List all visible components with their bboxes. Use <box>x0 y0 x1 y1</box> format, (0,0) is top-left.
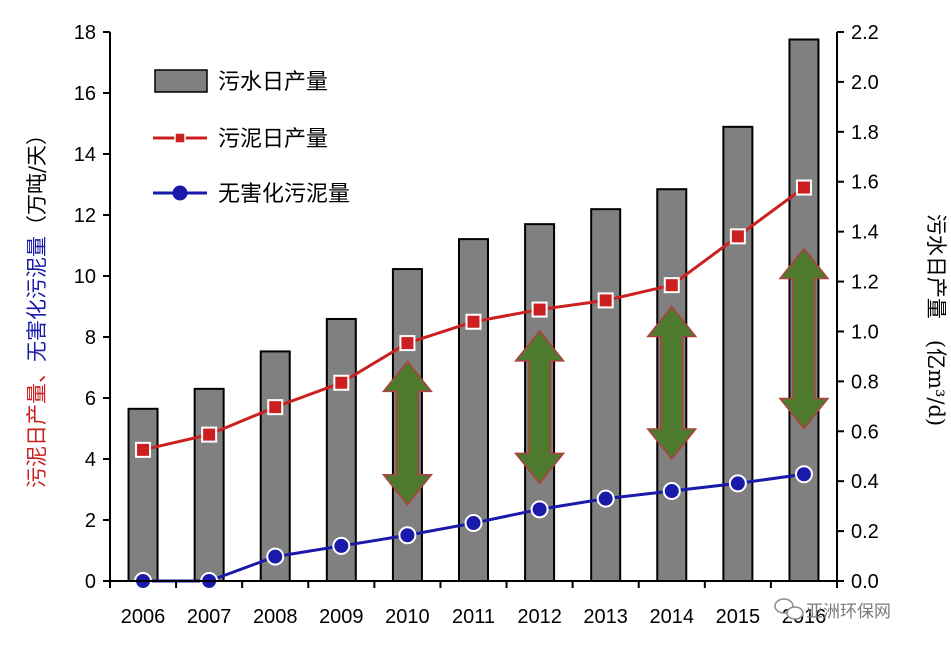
point-harmless-2009 <box>332 536 351 555</box>
point-sludge-2014 <box>663 277 680 294</box>
left-tick-label-2: 2 <box>85 510 96 532</box>
left-tick-label-16: 16 <box>74 83 96 105</box>
point-harmless-2010 <box>398 526 417 545</box>
left-tick-label-18: 18 <box>74 22 96 44</box>
left-axis-label-blue: 无害化污泥量 <box>25 236 49 362</box>
right-tick-label-2.2: 2.2 <box>851 22 879 44</box>
legend-label-harmless: 无害化污泥量 <box>218 182 350 207</box>
right-tick-label-0.2: 0.2 <box>851 521 879 543</box>
right-tick-label-0.4: 0.4 <box>851 471 879 493</box>
right-tick-label-0.6: 0.6 <box>851 421 879 443</box>
axes <box>109 32 838 582</box>
gap-arrow-2014 <box>646 305 698 461</box>
watermark: 亚洲环保网 <box>774 598 891 622</box>
legend-circle-marker <box>172 185 188 201</box>
x-tick-label-2011: 2011 <box>452 606 495 628</box>
right-tick-label-1.0: 1.0 <box>851 321 879 343</box>
left-axis-label: 污泥日产量、无害化污泥量（万吨/天） <box>25 124 49 488</box>
x-tick-label-2014: 2014 <box>650 606 695 628</box>
point-harmless-2016 <box>794 465 813 484</box>
bar-2008 <box>259 350 291 582</box>
right-tick-label-0.8: 0.8 <box>851 371 879 393</box>
wechat-icon <box>774 598 804 620</box>
line-series <box>134 179 813 590</box>
right-axis-label: 污水日产量 (亿m³/d) <box>924 214 948 426</box>
point-harmless-2014 <box>662 482 681 501</box>
x-tick-label-2008: 2008 <box>253 606 298 628</box>
right-tick-label-1.8: 1.8 <box>851 122 879 144</box>
point-sludge-2006 <box>135 441 152 458</box>
point-harmless-2013 <box>596 489 615 508</box>
left-axis-label-red: 污泥日产量、 <box>25 362 49 488</box>
x-tick-label-2010: 2010 <box>385 606 430 628</box>
point-sludge-2008 <box>267 399 284 416</box>
legend: 污水日产量 污泥日产量 无害化污泥量 <box>153 69 350 207</box>
left-tick-label-0: 0 <box>85 571 96 593</box>
left-tick-label-4: 4 <box>85 449 96 471</box>
right-tick-label-0.0: 0.0 <box>851 571 879 593</box>
x-tick-label-2009: 2009 <box>319 606 364 628</box>
legend-label-sewage: 污水日产量 <box>218 70 328 95</box>
point-sludge-2015 <box>729 228 746 245</box>
watermark-text: 亚洲环保网 <box>806 602 891 622</box>
bar-2007 <box>193 387 225 582</box>
point-sludge-2013 <box>597 292 614 309</box>
point-sludge-2007 <box>201 426 218 443</box>
legend-bar-swatch <box>154 69 208 93</box>
x-tick-label-2006: 2006 <box>121 606 166 628</box>
left-tick-label-6: 6 <box>85 388 96 410</box>
bar-series-sewage <box>127 38 820 583</box>
right-tick-label-1.2: 1.2 <box>851 272 879 294</box>
right-tick-label-1.4: 1.4 <box>851 222 879 244</box>
point-sludge-2011 <box>465 313 482 330</box>
point-harmless-2015 <box>728 474 747 493</box>
left-axis-ticks: 0 2 4 6 8 10 12 14 16 18 <box>74 22 110 593</box>
left-tick-label-14: 14 <box>74 144 96 166</box>
bar-2006 <box>127 407 159 582</box>
x-tick-label-2012: 2012 <box>517 606 562 628</box>
gap-arrows <box>381 247 830 506</box>
point-sludge-2010 <box>399 335 416 352</box>
gap-arrow-2016 <box>778 247 830 430</box>
right-axis-ticks: 0.0 0.2 0.4 0.6 0.8 1.0 1.2 1.4 1.6 1.8 2.0 2.2 <box>837 22 879 593</box>
left-tick-label-10: 10 <box>74 266 96 288</box>
bar-2015 <box>722 125 754 582</box>
left-axis-label-unit: （万吨/天） <box>25 124 49 236</box>
legend-label-sludge: 污泥日产量 <box>218 127 328 152</box>
x-tick-label-2015: 2015 <box>716 606 761 628</box>
point-sludge-2009 <box>333 374 350 391</box>
point-harmless-2011 <box>464 514 483 533</box>
point-sludge-2016 <box>795 179 812 196</box>
x-axis-ticks: 2006 2007 2008 2009 2010 2011 2012 2013 2014 2015… <box>109 581 838 628</box>
bar-2013 <box>590 208 622 582</box>
gap-arrow-2010 <box>381 360 433 506</box>
x-tick-label-2013: 2013 <box>583 606 628 628</box>
x-tick-label-2007: 2007 <box>187 606 232 628</box>
right-tick-label-2.0: 2.0 <box>851 72 879 94</box>
right-tick-label-1.6: 1.6 <box>851 172 879 194</box>
point-harmless-2012 <box>530 500 549 519</box>
legend-square-marker <box>174 132 186 144</box>
gap-arrow-2012 <box>514 329 566 485</box>
point-sludge-2012 <box>531 301 548 318</box>
point-harmless-2008 <box>266 547 285 566</box>
left-tick-label-12: 12 <box>74 205 96 227</box>
left-tick-label-8: 8 <box>85 327 96 349</box>
